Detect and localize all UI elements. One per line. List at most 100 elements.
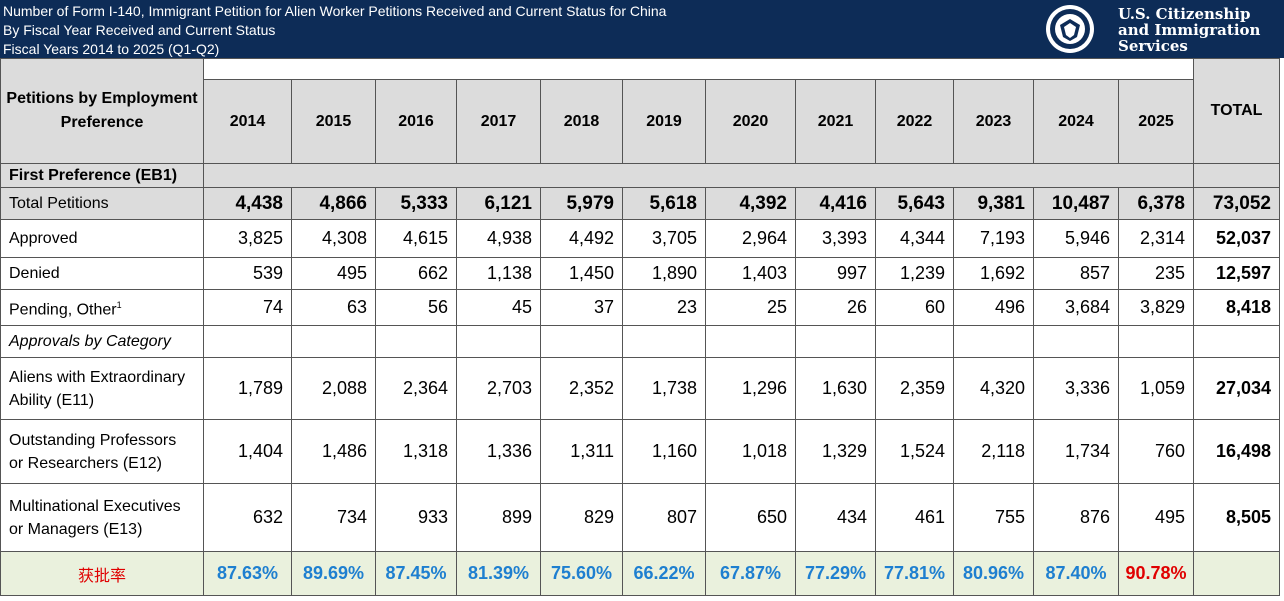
cell-value: 4,866: [291, 187, 376, 220]
year-header: 2020: [705, 79, 796, 164]
empty-cell: [1033, 325, 1119, 358]
cell-value: 760: [1118, 419, 1194, 484]
year-header: 2022: [875, 79, 954, 164]
category-label: Aliens with Extraordinary Ability (E11): [0, 357, 204, 420]
row-label: Approved: [0, 219, 204, 258]
cell-value: 1,403: [705, 257, 796, 290]
category-label-line: Outstanding Professors: [9, 431, 177, 449]
title-line-3: Fiscal Years 2014 to 2025 (Q1-Q2): [3, 41, 220, 57]
cell-value: 1,486: [291, 419, 376, 484]
row-total: 52,037: [1193, 219, 1280, 258]
category-label-line: Aliens with Extraordinary: [9, 368, 186, 386]
table-row: Pending, Other1 74 63 56 45 37 23 25 26 60 496 3,68…: [0, 289, 1280, 326]
year-header: 2024: [1033, 79, 1119, 164]
agency-line-2: and Immigration: [1118, 21, 1261, 39]
petitions-table: Petitions by Employment Preference TOTAL…: [0, 58, 1280, 596]
category-title: Approvals by Category: [0, 325, 204, 358]
approval-rate: 87.40%: [1033, 551, 1119, 596]
approval-rate: 77.81%: [875, 551, 954, 596]
cell-value: 899: [456, 483, 541, 552]
cell-value: 2,352: [540, 357, 623, 420]
cell-value: 1,018: [705, 419, 796, 484]
year-header: 2014: [203, 79, 292, 164]
cell-value: 662: [375, 257, 457, 290]
cell-value: 4,392: [705, 187, 796, 220]
approval-rate: 90.78%: [1118, 551, 1194, 596]
cell-value: 1,138: [456, 257, 541, 290]
cell-value: 37: [540, 289, 623, 326]
empty-cell: [1193, 551, 1280, 596]
table-row: Approved 3,825 4,308 4,615 4,938 4,492 3,705 2,…: [0, 219, 1280, 258]
cell-value: 10,487: [1033, 187, 1119, 220]
section-row: First Preference (EB1): [0, 163, 1280, 188]
empty-cell: [540, 325, 623, 358]
cell-value: 2,118: [953, 419, 1034, 484]
total-header: TOTAL: [1193, 58, 1280, 164]
cell-value: 2,359: [875, 357, 954, 420]
cell-value: 25: [705, 289, 796, 326]
cell-value: 7,193: [953, 219, 1034, 258]
cell-value: 1,630: [795, 357, 876, 420]
approval-rate: 77.29%: [795, 551, 876, 596]
cell-value: 45: [456, 289, 541, 326]
cell-value: 3,393: [795, 219, 876, 258]
cell-value: 2,314: [1118, 219, 1194, 258]
table-row: Aliens with Extraordinary Ability (E11) 1,…: [0, 357, 1280, 420]
cell-value: 3,684: [1033, 289, 1119, 326]
cell-value: 650: [705, 483, 796, 552]
cell-value: 1,692: [953, 257, 1034, 290]
category-label: Multinational Executives or Managers (E13…: [0, 483, 204, 552]
cell-value: 74: [203, 289, 292, 326]
row-total: 8,418: [1193, 289, 1280, 326]
cell-value: 23: [622, 289, 706, 326]
cell-value: 461: [875, 483, 954, 552]
cell-value: 1,296: [705, 357, 796, 420]
approval-rate: 87.45%: [375, 551, 457, 596]
approval-rate: 66.22%: [622, 551, 706, 596]
empty-cell: [291, 325, 376, 358]
cell-value: 26: [795, 289, 876, 326]
cell-value: 734: [291, 483, 376, 552]
year-header: 2016: [375, 79, 457, 164]
cell-value: 1,450: [540, 257, 623, 290]
cell-value: 2,088: [291, 357, 376, 420]
year-header: 2015: [291, 79, 376, 164]
cell-value: 9,381: [953, 187, 1034, 220]
approval-rate-label: 获批率: [0, 551, 204, 596]
cell-value: 5,618: [622, 187, 706, 220]
empty-cell: [795, 325, 876, 358]
cell-value: 1,239: [875, 257, 954, 290]
category-label-line: Ability (E11): [9, 391, 95, 409]
empty-cell: [1118, 325, 1194, 358]
cell-value: 4,938: [456, 219, 541, 258]
table-row: Outstanding Professors or Researchers (E1…: [0, 419, 1280, 484]
cell-value: 2,703: [456, 357, 541, 420]
cell-value: 60: [875, 289, 954, 326]
year-header: 2019: [622, 79, 706, 164]
report-header: Number of Form I-140, Immigrant Petition…: [0, 0, 1284, 58]
row-label: Denied: [0, 257, 204, 290]
cell-value: 1,336: [456, 419, 541, 484]
footnote-marker: 1: [116, 299, 122, 310]
cell-value: 63: [291, 289, 376, 326]
category-label-line: or Researchers (E12): [9, 454, 162, 472]
cell-value: 4,308: [291, 219, 376, 258]
cell-value: 495: [291, 257, 376, 290]
row-label: Total Petitions: [0, 187, 204, 220]
table-row: Denied 539 495 662 1,138 1,450 1,890 1,403 997 1,…: [0, 257, 1280, 290]
cell-value: 1,734: [1033, 419, 1119, 484]
category-label-line: Multinational Executives: [9, 497, 181, 515]
cell-value: 2,364: [375, 357, 457, 420]
empty-cell: [705, 325, 796, 358]
year-top-strip: [203, 58, 1194, 80]
cell-value: 434: [795, 483, 876, 552]
agency-name: U.S. Citizenship and Immigration Service…: [1118, 6, 1260, 54]
cell-value: 4,416: [795, 187, 876, 220]
row-total: 73,052: [1193, 187, 1280, 220]
year-header: 2017: [456, 79, 541, 164]
cell-value: 997: [795, 257, 876, 290]
cell-value: 1,404: [203, 419, 292, 484]
approval-rate: 80.96%: [953, 551, 1034, 596]
title-line-1: Number of Form I-140, Immigrant Petition…: [3, 3, 667, 19]
cell-value: 933: [375, 483, 457, 552]
